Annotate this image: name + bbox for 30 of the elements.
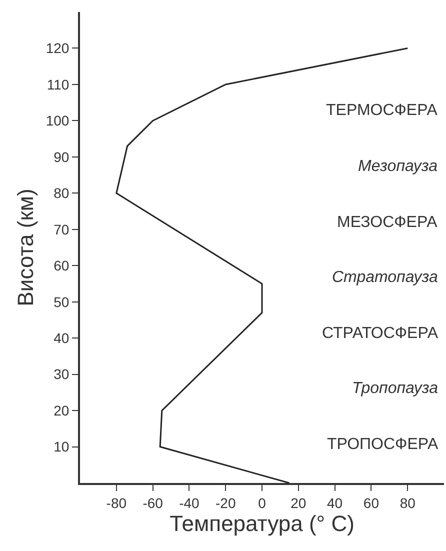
x-tick-label: 40 — [327, 494, 343, 511]
y-tick-label: 80 — [54, 185, 70, 202]
annotation: ТРОПОСФЕРА — [327, 436, 438, 453]
x-tick-label: 20 — [290, 494, 306, 511]
y-tick-label: 70 — [54, 221, 70, 238]
annotation: ТЕРМОСФЕРА — [326, 102, 438, 119]
annotation: Стратопауза — [332, 269, 438, 286]
annotation: Мезопауза — [358, 158, 438, 175]
y-tick-label: 110 — [46, 76, 70, 92]
y-tick-label: 90 — [54, 148, 70, 165]
x-tick-label: -20 — [215, 494, 236, 511]
y-axis-title: Висота (км) — [13, 188, 38, 306]
x-tick-label: -60 — [142, 494, 164, 511]
y-tick-label: 40 — [54, 330, 70, 346]
x-tick-label: -80 — [106, 494, 127, 511]
y-tick-label: 50 — [54, 294, 70, 310]
x-tick-label: -40 — [179, 494, 200, 511]
y-tick-label: 20 — [54, 402, 70, 418]
y-tick-label: 60 — [54, 258, 70, 274]
x-tick-label: 60 — [363, 494, 380, 511]
x-tick-label: 0 — [258, 494, 266, 511]
annotation: СТРАТОСФЕРА — [322, 325, 438, 342]
y-tick-label: 100 — [46, 112, 70, 129]
y-tick-label: 30 — [54, 366, 70, 382]
annotation: МЕЗОСФЕРА — [337, 214, 438, 231]
x-axis-title: Температура (° C) — [170, 510, 354, 536]
y-tick-label: 120 — [46, 40, 70, 56]
x-tick-label: 80 — [400, 494, 416, 511]
annotation: Тропопауза — [352, 380, 438, 397]
y-tick-label: 10 — [54, 438, 70, 455]
